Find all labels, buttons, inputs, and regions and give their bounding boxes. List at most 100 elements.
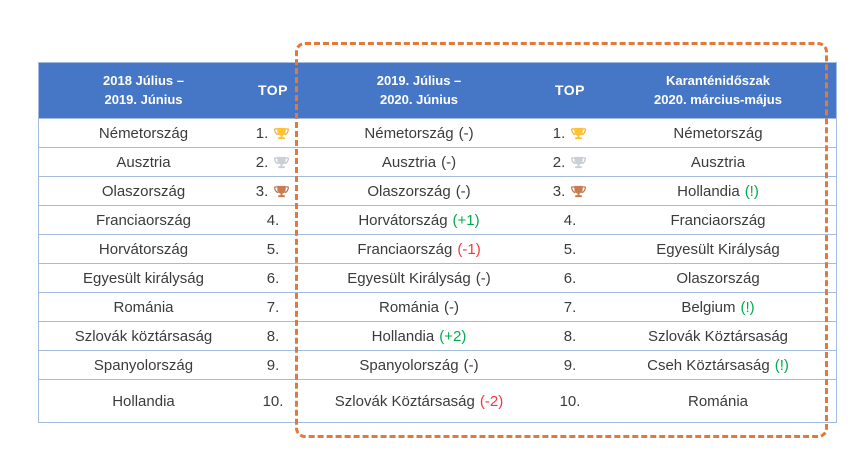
country-cell-2018: Olaszország — [39, 177, 248, 205]
country-cell-2018: Horvátország — [39, 235, 248, 263]
rank-label: 9. — [563, 356, 577, 374]
country-label: Horvátország — [358, 211, 448, 229]
rank-label: 5. — [266, 240, 280, 258]
rank-cell-1: 2. — [248, 148, 298, 176]
rank-label: 9. — [266, 356, 280, 374]
rank-label: 7. — [563, 298, 577, 316]
change-badge: (-) — [475, 269, 491, 287]
country-label: Belgium — [681, 298, 736, 316]
rank-cell-1: 4. — [248, 206, 298, 234]
rank-cell-1: 8. — [248, 322, 298, 350]
country-cell-quarantine: Hollandia (!) — [600, 177, 836, 205]
table-header-row: 2018 Július – 2019. Június TOP 2019. Júl… — [39, 63, 836, 118]
table-row: Spanyolország 9. Spanyolország (-) 9. Cs… — [39, 350, 836, 379]
header-line: 2020. Június — [379, 91, 459, 107]
table-row: Ausztria 2. Ausztria (-) 2. Ausztria — [39, 147, 836, 176]
country-label: Románia — [113, 298, 174, 316]
country-label: Németország — [98, 124, 189, 142]
rank-label: 5. — [563, 240, 577, 258]
rank-cell-1: 10. — [248, 380, 298, 422]
rank-label: 7. — [266, 298, 280, 316]
table-row: Hollandia 10. Szlovák Köztársaság (-2) 1… — [39, 379, 836, 422]
rank-cell-2: 5. — [540, 235, 600, 263]
country-label: Cseh Köztársaság — [647, 356, 770, 374]
country-label: Franciaország — [95, 211, 192, 229]
country-cell-2019: Ausztria (-) — [298, 148, 540, 176]
change-badge: (!) — [744, 182, 759, 200]
country-cell-2018: Románia — [39, 293, 248, 321]
country-cell-2018: Spanyolország — [39, 351, 248, 379]
rank-cell-1: 3. — [248, 177, 298, 205]
country-cell-2019: Hollandia (+2) — [298, 322, 540, 350]
silver-trophy-icon — [273, 155, 290, 170]
header-line: TOP — [554, 82, 586, 99]
header-quarantine-period: Karanténidőszak 2020. március-május — [600, 63, 836, 118]
country-label: Olaszország — [367, 182, 451, 200]
country-label: Szlovák köztársaság — [74, 327, 213, 345]
change-badge: (-) — [463, 356, 479, 374]
rank-cell-1: 5. — [248, 235, 298, 263]
country-label: Franciaország — [670, 211, 766, 229]
country-cell-2018: Franciaország — [39, 206, 248, 234]
table-row: Románia 7. Románia (-) 7. Belgium (!) — [39, 292, 836, 321]
change-badge: (+2) — [439, 327, 467, 345]
country-label: Olaszország — [676, 269, 760, 287]
rank-label: 3. — [255, 182, 269, 200]
country-cell-quarantine: Szlovák Köztársaság — [600, 322, 836, 350]
country-cell-2018: Németország — [39, 119, 248, 147]
country-cell-2019: Spanyolország (-) — [298, 351, 540, 379]
rank-cell-2: 7. — [540, 293, 600, 321]
rank-cell-2: 1. — [540, 119, 600, 147]
country-cell-quarantine: Egyesült Királyság — [600, 235, 836, 263]
change-badge: (-2) — [479, 392, 504, 410]
country-cell-2019: Franciaország (-1) — [298, 235, 540, 263]
country-cell-2019: Olaszország (-) — [298, 177, 540, 205]
change-badge: (-1) — [457, 240, 481, 258]
country-label: Ausztria — [381, 153, 437, 171]
rank-cell-2: 6. — [540, 264, 600, 292]
country-label: Ausztria — [690, 153, 746, 171]
rank-label: 8. — [563, 327, 577, 345]
country-ranking-table: 2018 Július – 2019. Június TOP 2019. Júl… — [38, 62, 837, 423]
country-cell-quarantine: Románia — [600, 380, 836, 422]
rank-label: 2. — [255, 153, 269, 171]
header-line: TOP — [257, 82, 289, 99]
country-label: Hollandia — [677, 182, 740, 200]
country-cell-quarantine: Németország — [600, 119, 836, 147]
rank-cell-1: 1. — [248, 119, 298, 147]
rank-label: 4. — [563, 211, 577, 229]
country-cell-quarantine: Belgium (!) — [600, 293, 836, 321]
country-label: Szlovák Köztársaság — [647, 327, 789, 345]
country-label: Románia — [687, 392, 749, 410]
rank-label: 3. — [552, 182, 566, 200]
rank-label: 1. — [552, 124, 566, 142]
country-label: Németország — [673, 124, 763, 142]
rank-cell-1: 7. — [248, 293, 298, 321]
rank-label: 4. — [266, 211, 280, 229]
rank-label: 1. — [255, 124, 269, 142]
gold-trophy-icon — [273, 126, 290, 141]
table-row: Horvátország 5. Franciaország (-1) 5. Eg… — [39, 234, 836, 263]
change-badge: (-) — [444, 298, 460, 316]
country-cell-2019: Egyesült Királyság (-) — [298, 264, 540, 292]
country-cell-2018: Egyesült királyság — [39, 264, 248, 292]
change-badge: (!) — [774, 356, 789, 374]
country-cell-quarantine: Ausztria — [600, 148, 836, 176]
country-cell-quarantine: Franciaország — [600, 206, 836, 234]
country-label: Spanyolország — [359, 356, 459, 374]
rank-label: 8. — [266, 327, 280, 345]
bronze-trophy-icon — [570, 184, 587, 199]
change-badge: (-) — [458, 124, 474, 142]
country-cell-quarantine: Cseh Köztársaság (!) — [600, 351, 836, 379]
country-label: Egyesült királyság — [83, 269, 204, 287]
header-line: Karanténidőszak — [665, 72, 771, 88]
country-cell-quarantine: Olaszország — [600, 264, 836, 292]
rank-label: 10. — [262, 392, 284, 410]
rank-label: 2. — [552, 153, 566, 171]
country-cell-2018: Hollandia — [39, 380, 248, 422]
rank-label: 6. — [563, 269, 577, 287]
silver-trophy-icon — [570, 155, 587, 170]
country-label: Románia — [378, 298, 440, 316]
country-label: Ausztria — [116, 153, 171, 171]
